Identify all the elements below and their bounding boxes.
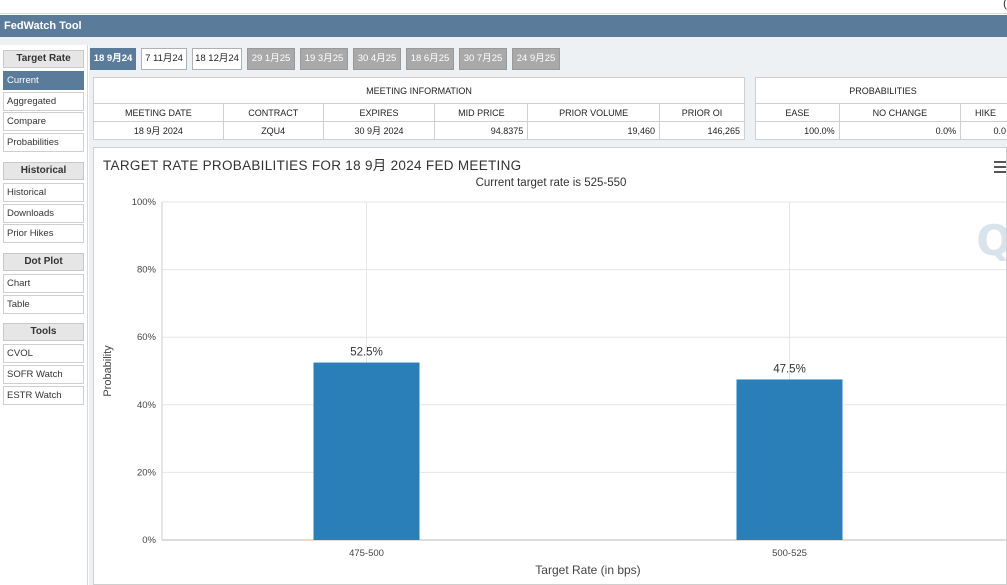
sidebar-item-probabilities[interactable]: Probabilities <box>3 133 84 153</box>
meeting-info-data-row: 18 9月 2024 ZQU4 30 9月 2024 94.8375 19,460 146… <box>93 121 745 140</box>
tab-meeting-6[interactable]: 18 6月25 <box>406 48 454 70</box>
tab-meeting-8[interactable]: 24 9月25 <box>512 48 560 70</box>
bar-500-525 <box>736 379 843 540</box>
y-axis-title: Probability <box>102 345 114 397</box>
meeting-info-heading: MEETING INFORMATION <box>93 77 745 104</box>
column-header: MEETING DATE <box>93 103 224 122</box>
column-header: CONTRACT <box>222 103 324 122</box>
column-header: MID PRICE <box>434 103 529 122</box>
table-cell: 94.8375 <box>434 121 529 140</box>
chart-subtitle: Current target rate is 525-550 <box>475 177 627 189</box>
title-underband <box>0 37 1007 45</box>
bar-data-label: 47.5% <box>773 363 806 375</box>
column-header: NO CHANGE <box>838 103 962 122</box>
sidebar-item-historical[interactable]: Historical <box>3 182 84 202</box>
main-panel: 18 9月24 7 11月24 18 12月24 29 1月25 19 3月25 30 4… <box>89 45 1007 585</box>
y-tick-label: 40% <box>137 400 157 411</box>
hamburger-menu-icon[interactable] <box>994 161 1006 173</box>
sidebar-item-cvol[interactable]: CVOL <box>3 344 84 364</box>
table-cell: 18 9月 2024 <box>93 121 224 140</box>
sidebar-item-downloads[interactable]: Downloads <box>3 203 84 223</box>
tab-meeting-5[interactable]: 30 4月25 <box>353 48 401 70</box>
x-tick-label: 475-500 <box>349 548 384 559</box>
sidebar-item-compare[interactable]: Compare <box>3 112 84 132</box>
sidebar-item-table[interactable]: Table <box>3 294 84 314</box>
x-axis-title: Target Rate (in bps) <box>535 563 640 577</box>
probabilities-data-row: 100.0% 0.0% 0.0 <box>755 121 1007 140</box>
tab-meeting-0[interactable]: 18 9月24 <box>90 48 136 70</box>
sidebar-heading-tools: Tools <box>3 323 84 342</box>
tab-meeting-2[interactable]: 18 12月24 <box>192 48 242 70</box>
meeting-info-table: MEETING INFORMATION MEETING DATE CONTRACT… <box>93 77 745 140</box>
sidebar: Target Rate Current Aggregated Compare Proba… <box>0 45 88 585</box>
probabilities-header-row: EASE NO CHANGE HIKE <box>755 103 1007 122</box>
tab-meeting-1[interactable]: 7 11月24 <box>141 48 187 70</box>
column-header: PRIOR OI <box>659 103 745 122</box>
sidebar-item-current[interactable]: Current <box>3 71 84 90</box>
column-header: PRIOR VOLUME <box>527 103 661 122</box>
chart-title: TARGET RATE PROBABILITIES FOR 18 9月 2024… <box>103 158 522 173</box>
sidebar-item-prior-hikes[interactable]: Prior Hikes <box>3 224 84 244</box>
app-title: FedWatch Tool <box>0 15 1007 37</box>
column-header: EXPIRES <box>322 103 436 122</box>
table-cell: 146,265 <box>659 121 745 140</box>
table-cell: 0.0% <box>838 121 962 140</box>
sidebar-heading-historical: Historical <box>3 161 84 180</box>
corner-glyph: ( <box>1003 0 1007 10</box>
tab-meeting-7[interactable]: 30 7月25 <box>459 48 507 70</box>
table-cell: 19,460 <box>527 121 661 140</box>
column-header: HIKE <box>960 103 1007 122</box>
column-header: EASE <box>755 103 840 122</box>
sidebar-heading-dot-plot: Dot Plot <box>3 252 84 271</box>
probabilities-table: PROBABILITIES EASE NO CHANGE HIKE 100.0% 0.… <box>755 77 1007 140</box>
bar-475-500 <box>313 362 420 540</box>
y-tick-label: 20% <box>137 467 157 478</box>
table-cell: 100.0% <box>755 121 840 140</box>
sidebar-item-estr-watch[interactable]: ESTR Watch <box>3 385 84 405</box>
top-strip: ( <box>0 0 1007 14</box>
table-cell: ZQU4 <box>222 121 324 140</box>
y-tick-label: 60% <box>137 332 157 343</box>
sidebar-item-chart[interactable]: Chart <box>3 273 84 293</box>
y-tick-label: 80% <box>137 265 157 276</box>
y-tick-label: 100% <box>132 197 157 208</box>
watermark-logo: Q <box>976 216 1006 265</box>
sidebar-item-sofr-watch[interactable]: SOFR Watch <box>3 365 84 384</box>
tab-meeting-4[interactable]: 19 3月25 <box>300 48 348 70</box>
bar-chart: 0% 20% 40% 60% 80% 100% 52.5% 475-500 47.5% 500-5… <box>102 197 1006 577</box>
bar-data-label: 52.5% <box>350 347 383 359</box>
y-tick-label: 0% <box>142 535 156 546</box>
tab-meeting-3[interactable]: 29 1月25 <box>247 48 295 70</box>
meeting-info-header-row: MEETING DATE CONTRACT EXPIRES MID PRICE PRIO… <box>93 103 745 122</box>
probabilities-heading: PROBABILITIES <box>755 77 1007 104</box>
table-cell: 30 9月 2024 <box>322 121 436 140</box>
sidebar-heading-target-rate: Target Rate <box>3 50 84 68</box>
x-tick-label: 500-525 <box>772 548 807 559</box>
table-cell: 0.0 <box>960 121 1007 140</box>
sidebar-item-aggregated[interactable]: Aggregated <box>3 91 84 111</box>
chart-container: TARGET RATE PROBABILITIES FOR 18 9月 2024… <box>93 147 1007 585</box>
